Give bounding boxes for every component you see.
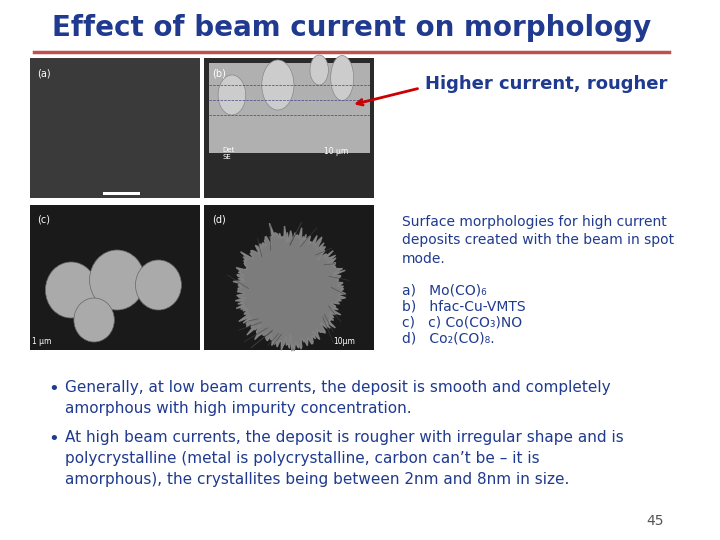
Text: c)   c) Co(CO₃)NO: c) c) Co(CO₃)NO [402, 315, 522, 329]
Text: (b): (b) [212, 68, 225, 78]
Text: 1 μm: 1 μm [32, 337, 51, 346]
Text: •: • [48, 380, 59, 398]
Text: b)   hfac-Cu-VMTS: b) hfac-Cu-VMTS [402, 299, 526, 313]
Text: SE: SE [222, 154, 231, 160]
Ellipse shape [218, 75, 246, 115]
Ellipse shape [262, 60, 294, 110]
Text: Effect of beam current on morphology: Effect of beam current on morphology [52, 14, 651, 42]
Text: Det: Det [222, 147, 235, 153]
FancyBboxPatch shape [30, 205, 199, 350]
Text: 300 nm: 300 nm [108, 198, 137, 207]
Text: At high beam currents, the deposit is rougher with irregular shape and is
polycr: At high beam currents, the deposit is ro… [65, 430, 624, 487]
FancyBboxPatch shape [204, 205, 374, 350]
Circle shape [89, 250, 145, 310]
FancyBboxPatch shape [30, 58, 199, 198]
Text: 10 μm: 10 μm [324, 147, 348, 156]
Ellipse shape [310, 55, 328, 85]
FancyBboxPatch shape [204, 58, 374, 198]
Text: Generally, at low beam currents, the deposit is smooth and completely
amorphous : Generally, at low beam currents, the dep… [65, 380, 611, 416]
Text: 10μm: 10μm [333, 337, 355, 346]
Text: 45: 45 [646, 514, 664, 528]
Bar [103, 192, 140, 195]
Circle shape [74, 298, 114, 342]
Text: (d): (d) [212, 215, 225, 225]
Bar [209, 63, 369, 153]
Text: (c): (c) [37, 215, 50, 225]
Circle shape [45, 262, 97, 318]
Text: Surface morphologies for high current
deposits created with the beam in spot
mod: Surface morphologies for high current de… [402, 215, 674, 266]
Polygon shape [233, 223, 346, 351]
Text: d)   Co₂(CO)₈.: d) Co₂(CO)₈. [402, 331, 495, 345]
Text: •: • [48, 430, 59, 448]
Ellipse shape [330, 56, 354, 100]
Text: (a): (a) [37, 68, 51, 78]
Text: a)   Mo(CO)₆: a) Mo(CO)₆ [402, 283, 487, 297]
Text: Higher current, rougher: Higher current, rougher [425, 75, 667, 93]
Circle shape [135, 260, 181, 310]
